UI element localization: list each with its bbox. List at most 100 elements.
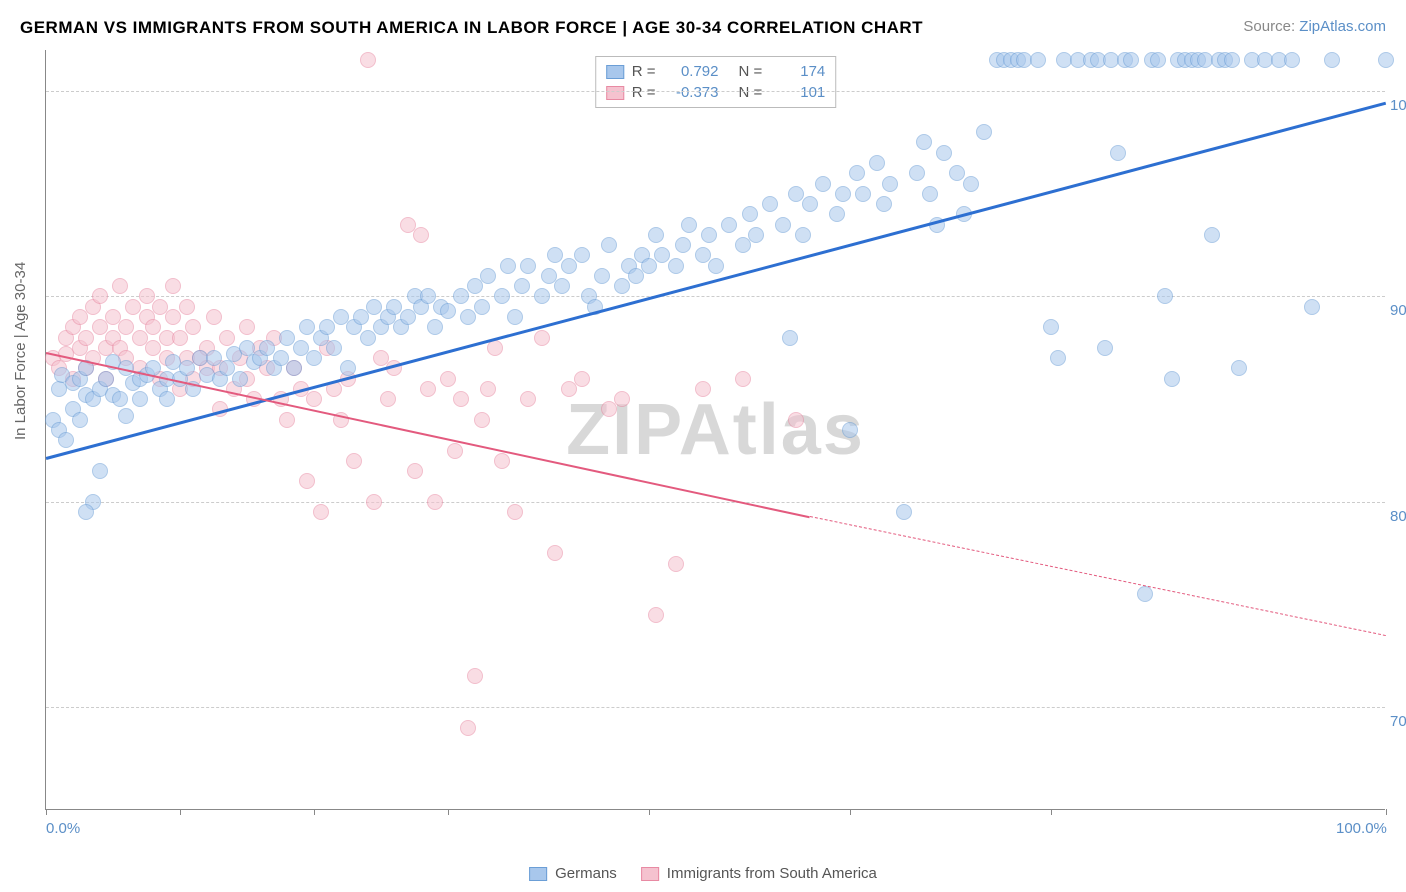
scatter-point-germans [319, 319, 335, 335]
stats-legend-box: R = 0.792 N = 174 R = -0.373 N = 101 [595, 56, 837, 108]
scatter-point-germans [882, 176, 898, 192]
scatter-point-immigrants [788, 412, 804, 428]
scatter-point-germans [775, 217, 791, 233]
scatter-point-germans [1224, 52, 1240, 68]
scatter-point-immigrants [179, 299, 195, 315]
ytick-label: 90.0% [1390, 302, 1406, 319]
n-value-immigrants: 101 [770, 84, 825, 101]
scatter-point-germans [306, 350, 322, 366]
plot-area: ZIPAtlas R = 0.792 N = 174 R = -0.373 N … [45, 50, 1385, 810]
scatter-point-germans [98, 371, 114, 387]
xtick-mark [1386, 809, 1387, 815]
scatter-point-immigrants [219, 330, 235, 346]
scatter-point-immigrants [668, 556, 684, 572]
xtick-mark [448, 809, 449, 815]
scatter-point-germans [701, 227, 717, 243]
xtick-mark [850, 809, 851, 815]
scatter-point-germans [112, 391, 128, 407]
bottom-legend: Germans Immigrants from South America [529, 865, 877, 882]
scatter-point-immigrants [480, 381, 496, 397]
scatter-point-immigrants [440, 371, 456, 387]
scatter-point-germans [681, 217, 697, 233]
r-label: R = [632, 63, 656, 80]
scatter-point-germans [340, 360, 356, 376]
scatter-point-germans [554, 278, 570, 294]
scatter-point-immigrants [92, 288, 108, 304]
scatter-point-germans [628, 268, 644, 284]
xtick-mark [314, 809, 315, 815]
scatter-point-germans [1378, 52, 1394, 68]
gridline-h [46, 502, 1385, 503]
scatter-point-germans [179, 360, 195, 376]
scatter-point-immigrants [172, 330, 188, 346]
scatter-point-germans [427, 319, 443, 335]
scatter-point-immigrants [78, 330, 94, 346]
scatter-point-immigrants [487, 340, 503, 356]
scatter-point-germans [782, 330, 798, 346]
xtick-mark [46, 809, 47, 815]
xtick-mark [649, 809, 650, 815]
gridline-h [46, 296, 1385, 297]
scatter-point-immigrants [574, 371, 590, 387]
scatter-point-immigrants [165, 278, 181, 294]
scatter-point-immigrants [279, 412, 295, 428]
scatter-point-immigrants [420, 381, 436, 397]
scatter-point-germans [453, 288, 469, 304]
scatter-point-germans [1050, 350, 1066, 366]
ytick-label: 80.0% [1390, 508, 1406, 525]
scatter-point-germans [641, 258, 657, 274]
swatch-immigrants [606, 86, 624, 100]
scatter-point-immigrants [206, 309, 222, 325]
gridline-h [46, 91, 1385, 92]
scatter-point-immigrants [534, 330, 550, 346]
scatter-point-immigrants [72, 309, 88, 325]
source-link[interactable]: ZipAtlas.com [1299, 18, 1386, 35]
scatter-point-germans [1204, 227, 1220, 243]
scatter-point-immigrants [507, 504, 523, 520]
scatter-point-germans [326, 340, 342, 356]
trendline-immigrants-extrapolated [810, 516, 1386, 636]
scatter-point-immigrants [735, 371, 751, 387]
scatter-point-immigrants [453, 391, 469, 407]
scatter-point-germans [460, 309, 476, 325]
scatter-point-immigrants [561, 381, 577, 397]
scatter-point-immigrants [299, 473, 315, 489]
scatter-point-germans [118, 408, 134, 424]
scatter-point-germans [78, 504, 94, 520]
scatter-point-germans [232, 371, 248, 387]
scatter-point-immigrants [239, 319, 255, 335]
scatter-point-germans [494, 288, 510, 304]
scatter-point-germans [835, 186, 851, 202]
scatter-point-germans [855, 186, 871, 202]
xtick-label: 100.0% [1336, 820, 1387, 837]
y-axis-label: In Labor Force | Age 30-34 [12, 262, 29, 440]
scatter-point-germans [353, 309, 369, 325]
xtick-mark [1051, 809, 1052, 815]
scatter-point-immigrants [614, 391, 630, 407]
legend-item-germans: Germans [529, 865, 617, 882]
source-label: Source: [1243, 18, 1299, 35]
scatter-point-germans [896, 504, 912, 520]
scatter-point-immigrants [112, 278, 128, 294]
source-attribution: Source: ZipAtlas.com [1243, 18, 1386, 35]
scatter-point-immigrants [494, 453, 510, 469]
scatter-point-germans [675, 237, 691, 253]
scatter-point-germans [440, 303, 456, 319]
scatter-point-germans [92, 463, 108, 479]
scatter-point-germans [1164, 371, 1180, 387]
scatter-point-immigrants [407, 463, 423, 479]
scatter-point-germans [467, 278, 483, 294]
scatter-point-germans [601, 237, 617, 253]
legend-item-immigrants: Immigrants from South America [641, 865, 877, 882]
scatter-point-germans [1043, 319, 1059, 335]
scatter-point-immigrants [547, 545, 563, 561]
scatter-point-germans [708, 258, 724, 274]
scatter-point-germans [963, 176, 979, 192]
xtick-label: 0.0% [46, 820, 80, 837]
scatter-point-germans [648, 227, 664, 243]
scatter-point-immigrants [427, 494, 443, 510]
legend-label-immigrants: Immigrants from South America [667, 865, 877, 882]
scatter-point-immigrants [695, 381, 711, 397]
scatter-point-germans [474, 299, 490, 315]
xtick-mark [180, 809, 181, 815]
